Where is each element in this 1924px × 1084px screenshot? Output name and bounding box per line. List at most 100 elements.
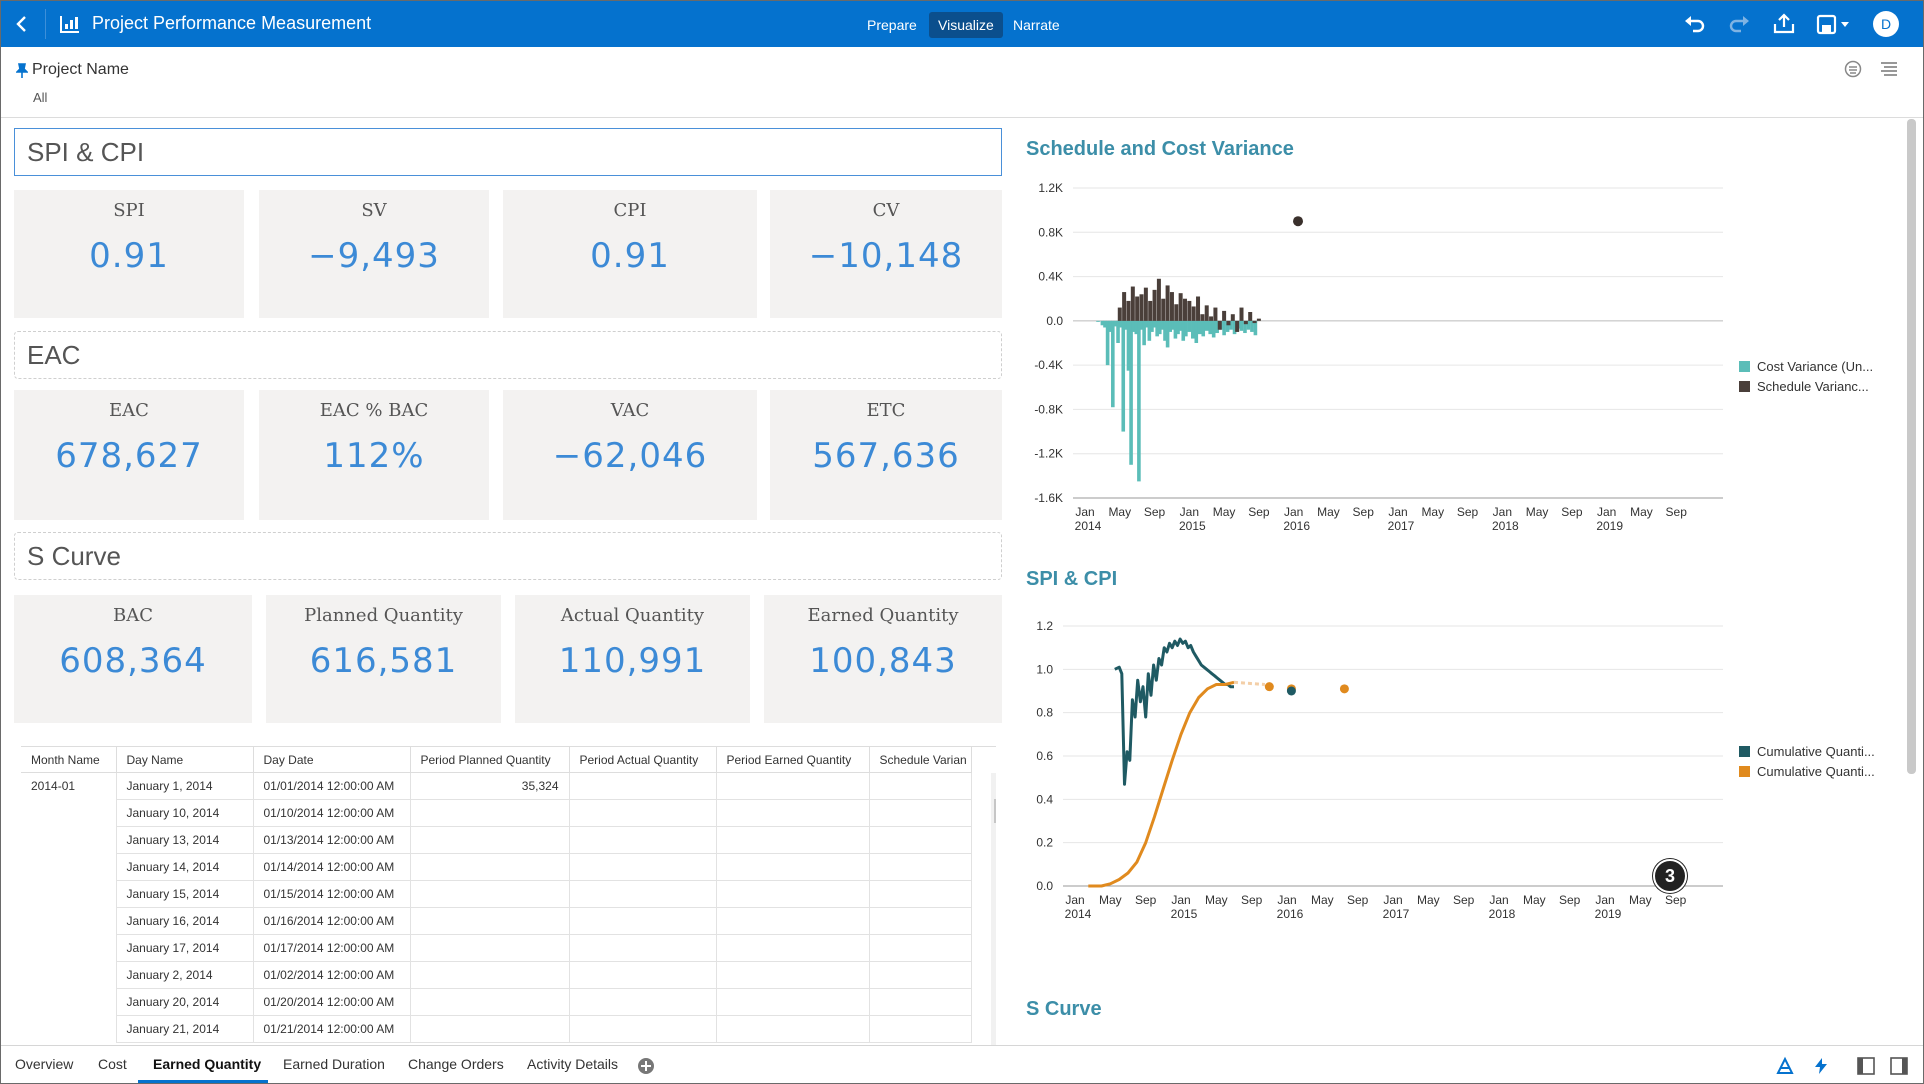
panel-right-icon[interactable] xyxy=(1889,1056,1909,1076)
table-row[interactable]: January 16, 2014 01/16/2014 12:00:00 AM xyxy=(21,907,972,935)
kpi-tile-vac[interactable]: VAC −62,046 xyxy=(503,390,757,520)
kpi-tile-cpi[interactable]: CPI 0.91 xyxy=(503,190,757,318)
cost-variance-bar xyxy=(1165,320,1170,348)
table-row[interactable]: 2014-01 January 1, 2014 01/01/2014 12:00:0… xyxy=(21,772,972,1043)
menu-lines-icon[interactable] xyxy=(1879,59,1899,79)
schedule-variance-outlier-dot xyxy=(1293,216,1304,227)
add-tab-icon[interactable] xyxy=(637,1057,655,1075)
kpi-tile-planned-quantity[interactable]: Planned Quantity 616,581 xyxy=(266,595,501,723)
column-header[interactable]: Month Name xyxy=(21,747,117,773)
save-menu-icon[interactable] xyxy=(1816,13,1852,35)
kpi-tile-eac-pct-bac[interactable]: EAC % BAC 112% xyxy=(259,390,489,520)
column-header[interactable]: Period Earned Quantity xyxy=(716,747,870,773)
table-row[interactable]: January 21, 2014 01/21/2014 12:00:00 AM xyxy=(21,1015,972,1043)
schedule-variance-bar xyxy=(1156,278,1161,321)
tab-overview[interactable]: Overview xyxy=(15,1056,74,1072)
table-row[interactable]: January 14, 2014 01/14/2014 12:00:00 AM xyxy=(21,853,972,881)
column-header[interactable]: Day Name xyxy=(116,747,254,773)
undo-icon[interactable] xyxy=(1683,13,1707,35)
day-date-cell: 01/21/2014 12:00:00 AM xyxy=(253,1015,411,1043)
tab-earned-duration[interactable]: Earned Duration xyxy=(283,1056,385,1072)
cost-variance-bar xyxy=(1118,320,1123,328)
table-row[interactable]: January 10, 2014 01/10/2014 12:00:00 AM xyxy=(21,799,972,827)
canvas-tabs-bar: Overview Cost Earned Quantity Earned Dur… xyxy=(1,1045,1923,1083)
tab-earned-quantity[interactable]: Earned Quantity xyxy=(153,1056,262,1072)
column-header[interactable]: Day Date xyxy=(253,747,411,773)
y-tick-label: 1.0 xyxy=(1036,662,1053,676)
back-chevron-icon[interactable] xyxy=(11,13,33,35)
cost-variance-bar xyxy=(1232,320,1237,335)
section-title-s-curve[interactable]: S Curve xyxy=(14,532,1002,580)
y-tick-label: -0.8K xyxy=(1034,402,1063,416)
cost-variance-bar xyxy=(1194,320,1199,343)
table-row[interactable]: January 15, 2014 01/15/2014 12:00:00 AM xyxy=(21,880,972,908)
canvas-scrollbar[interactable] xyxy=(1907,119,1916,774)
redo-icon[interactable] xyxy=(1727,13,1751,35)
scroll-thumb[interactable] xyxy=(994,799,996,823)
x-tick-label: May xyxy=(1311,893,1334,907)
table-grid: Month Name Day Name Day Date Period Plan… xyxy=(21,747,972,1043)
filter-label[interactable]: Project Name xyxy=(32,61,129,78)
tab-activity-details[interactable]: Activity Details xyxy=(527,1056,619,1072)
section-title-eac[interactable]: EAC xyxy=(14,331,1002,379)
kpi-tile-cv[interactable]: CV −10,148 xyxy=(770,190,1002,318)
section-title-text: SPI & CPI xyxy=(27,137,145,167)
cost-variance-bar xyxy=(1197,320,1202,335)
cumulative-spi-line xyxy=(1114,637,1234,786)
day-name-cell: January 14, 2014 xyxy=(116,853,254,881)
prepare-tab[interactable]: Prepare xyxy=(867,17,917,33)
narrate-tab[interactable]: Narrate xyxy=(1013,17,1060,33)
schedule-variance-bar xyxy=(1204,305,1209,321)
schedule-variance-bar xyxy=(1230,314,1235,321)
section-title-spi-cpi[interactable]: SPI & CPI xyxy=(14,128,1002,176)
x-tick-label: Sep xyxy=(1135,893,1157,907)
cost-variance-bar xyxy=(1155,320,1159,337)
x-tick-label: May xyxy=(1108,505,1131,519)
planned-cell xyxy=(410,826,570,854)
kpi-tile-spi[interactable]: SPI 0.91 xyxy=(14,190,244,318)
schedule-variance-bar xyxy=(1235,320,1240,332)
column-header[interactable]: Period Actual Quantity xyxy=(569,747,717,773)
kpi-tile-earned-quantity[interactable]: Earned Quantity 100,843 xyxy=(764,595,1002,723)
schedule-variance-bar xyxy=(1187,300,1192,321)
x-tick-year-label: 2016 xyxy=(1283,519,1310,533)
filter-settings-icon[interactable] xyxy=(1843,59,1863,79)
schedule-variance-bar xyxy=(1161,298,1166,321)
filter-value[interactable]: All xyxy=(33,90,48,105)
schedule-cost-variance-chart[interactable]: 1.2K0.8K0.4K0.0-0.4K-0.8K-1.2K-1.6KJan20… xyxy=(1021,168,1901,568)
kpi-tile-eac[interactable]: EAC 678,627 xyxy=(14,390,244,520)
auto-insights-icon[interactable] xyxy=(1775,1056,1795,1076)
cost-variance-bar xyxy=(1222,320,1226,336)
kpi-tile-sv[interactable]: SV −9,493 xyxy=(259,190,489,318)
table-row[interactable]: January 20, 2014 01/20/2014 12:00:00 AM xyxy=(21,988,972,1016)
kpi-tile-actual-quantity[interactable]: Actual Quantity 110,991 xyxy=(515,595,750,723)
kpi-tile-etc[interactable]: ETC 567,636 xyxy=(770,390,1002,520)
lightning-icon[interactable] xyxy=(1811,1056,1831,1076)
visualize-tab[interactable]: Visualize xyxy=(929,12,1003,38)
tab-cost[interactable]: Cost xyxy=(98,1056,127,1072)
tab-change-orders[interactable]: Change Orders xyxy=(408,1056,504,1072)
actual-cell xyxy=(569,934,717,962)
table-scrollbar[interactable]: ▲ xyxy=(991,773,996,1046)
table-row[interactable]: January 2, 2014 01/02/2014 12:00:00 AM xyxy=(21,961,972,989)
table-row[interactable]: January 17, 2014 01/17/2014 12:00:00 AM xyxy=(21,934,972,962)
x-tick-year-label: 2015 xyxy=(1179,519,1206,533)
planned-cell xyxy=(410,988,570,1016)
cost-variance-bar xyxy=(1253,320,1258,336)
export-icon[interactable] xyxy=(1772,13,1796,35)
cost-variance-bar xyxy=(1103,320,1107,328)
user-avatar[interactable]: D xyxy=(1873,11,1899,37)
legend-swatch-spi xyxy=(1739,746,1750,757)
earned-cell xyxy=(716,880,870,908)
panel-left-icon[interactable] xyxy=(1856,1056,1876,1076)
section-title-text: EAC xyxy=(27,340,81,370)
cost-variance-bar xyxy=(1208,320,1212,335)
column-header[interactable]: Schedule Varian xyxy=(869,747,972,773)
pin-icon[interactable] xyxy=(16,63,28,79)
kpi-tile-bac[interactable]: BAC 608,364 xyxy=(14,595,252,723)
actual-cell xyxy=(569,1015,717,1043)
column-header[interactable]: Period Planned Quantity xyxy=(410,747,570,773)
table-row[interactable]: January 13, 2014 01/13/2014 12:00:00 AM xyxy=(21,826,972,854)
